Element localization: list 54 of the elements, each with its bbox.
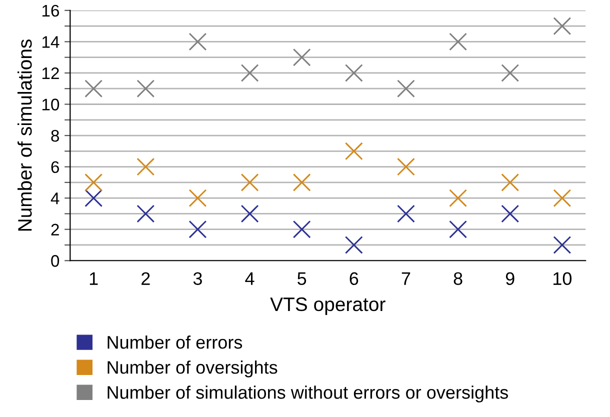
y-tick-label: 10 [42, 98, 60, 110]
point [84, 189, 103, 208]
point [344, 142, 363, 160]
point [501, 173, 520, 192]
point [240, 204, 259, 223]
point [136, 158, 155, 176]
x-tick-label: 3 [193, 272, 202, 285]
legend-label: Number of oversights [108, 360, 278, 378]
point [136, 80, 155, 98]
point [553, 17, 572, 36]
point [344, 236, 363, 254]
x-tick-label: 2 [142, 272, 150, 285]
point [501, 64, 520, 82]
point [292, 48, 311, 66]
y-tick-label: 6 [51, 161, 59, 174]
y-tick-label: 0 [51, 255, 60, 267]
y-tick-label: 12 [42, 67, 59, 80]
point [136, 204, 155, 223]
y-tick-label: 2 [51, 224, 59, 236]
point [553, 236, 572, 254]
point [396, 204, 415, 223]
x-axis-title: VTS operator [270, 297, 386, 316]
y-axis-title: Number of simulations [18, 40, 32, 231]
x-tick-label: 5 [298, 272, 306, 285]
point [292, 220, 311, 238]
point [240, 173, 259, 192]
x-tick-label: 4 [245, 272, 254, 285]
legend-label: Number of simulations without errors or oversights [108, 386, 508, 402]
point [449, 220, 468, 238]
point [396, 80, 415, 98]
point [188, 189, 207, 208]
point [396, 158, 415, 176]
legend-label: Number of errors [108, 335, 242, 349]
x-tick-label: 10 [554, 272, 572, 285]
point [292, 173, 311, 192]
point [553, 189, 572, 208]
point [84, 80, 103, 98]
x-tick-label: 8 [454, 272, 462, 285]
point [84, 173, 103, 192]
point [344, 64, 363, 82]
x-tick-label: 7 [402, 272, 410, 285]
point [501, 204, 520, 223]
point [188, 32, 207, 51]
x-tick-label: 6 [350, 272, 358, 285]
point [449, 32, 468, 51]
y-tick-label: 4 [50, 192, 60, 204]
point [188, 220, 207, 238]
x-tick-label: 1 [90, 272, 98, 285]
y-tick-label: 16 [42, 4, 60, 17]
x-tick-label: 9 [506, 272, 514, 285]
point [240, 64, 259, 82]
y-tick-label: 14 [42, 36, 60, 48]
point [449, 189, 468, 208]
y-tick-label: 8 [51, 130, 60, 142]
